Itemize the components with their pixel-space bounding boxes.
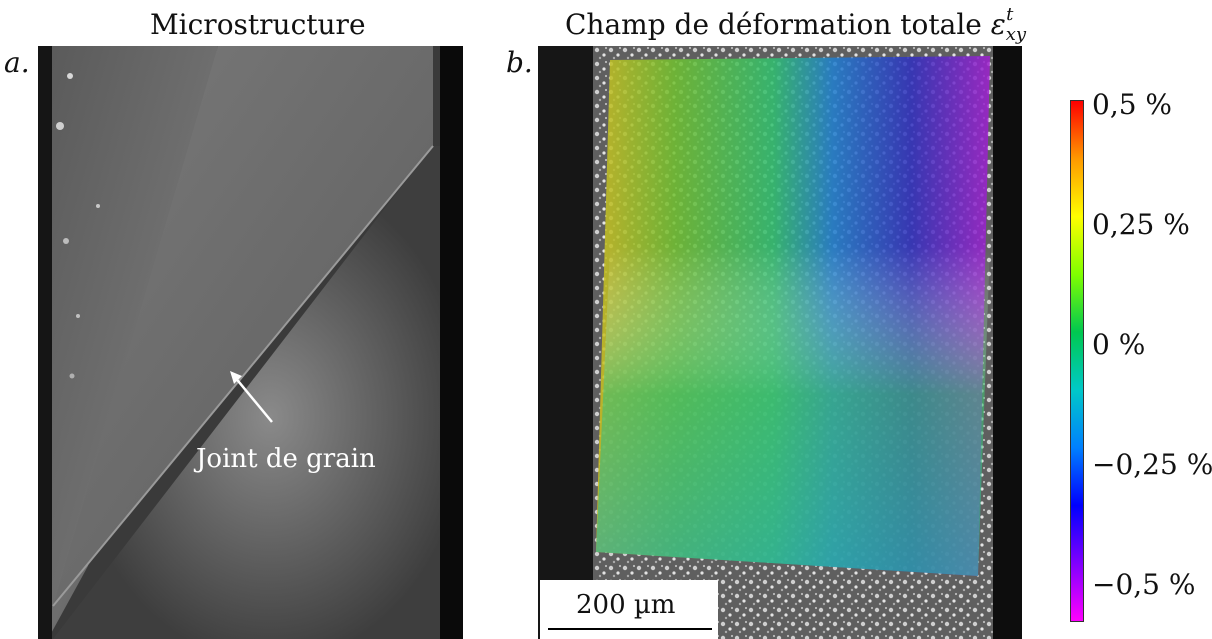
colorbar-tick-label: 0 %: [1092, 328, 1146, 361]
colorbar-tick-label: 0,25 %: [1092, 208, 1190, 241]
scale-bar-line: [548, 628, 712, 630]
strain-field-title: Champ de déformation totale εxyt: [565, 4, 1033, 45]
epsilon-symbol: ε: [990, 8, 1006, 41]
colorbar-gradient: [1071, 101, 1083, 621]
scale-bar-box: 200 µm: [540, 580, 718, 639]
colorbar: [1070, 100, 1084, 622]
colorbar-tick-label: −0,5 %: [1092, 568, 1196, 601]
colorbar-tick-label: 0,5 %: [1092, 88, 1173, 121]
panel-a-label: a.: [4, 46, 30, 79]
strain-superscript: t: [1006, 4, 1014, 25]
panel-b-label: b.: [506, 46, 533, 79]
microstructure-title: Microstructure: [150, 8, 366, 41]
strain-subscript: xy: [1005, 24, 1027, 45]
strain-field-title-text: Champ de déformation totale: [565, 8, 991, 41]
microstructure-image: [38, 46, 463, 639]
strain-field-image: [538, 46, 1022, 639]
grain-boundary-arrow: [230, 371, 273, 423]
colorbar-tick-label: −0,25 %: [1092, 448, 1212, 481]
scale-bar-label: 200 µm: [576, 590, 676, 620]
grain-boundary-label: Joint de grain: [196, 444, 376, 474]
